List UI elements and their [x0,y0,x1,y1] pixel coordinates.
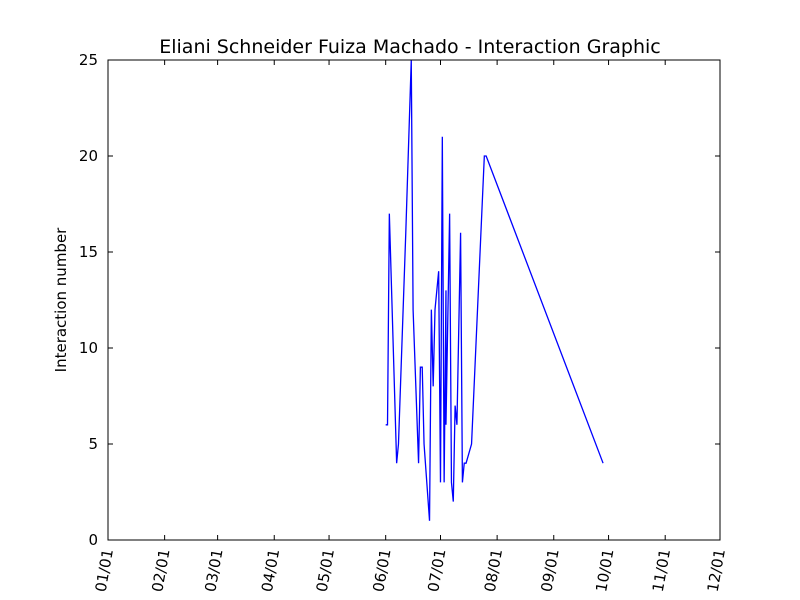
plot-area: 0 5 10 15 20 25 01/01 02/01 03/01 04/01 05/01 06/01… [79,51,729,593]
x-tick-label: 01/01 [92,548,117,594]
series-line-0 [385,59,604,521]
x-tick-label: 10/01 [592,548,617,594]
x-tick-label: 06/01 [369,548,394,594]
x-tick-label: 04/01 [258,548,283,594]
y-tick-label: 0 [88,531,98,549]
x-tick-label: 12/01 [704,548,729,594]
x-tick-label: 03/01 [201,548,226,594]
y-tick-label: 25 [79,51,98,69]
chart-title: Eliani Schneider Fuiza Machado - Interac… [159,36,661,58]
plot-frame [107,59,721,541]
y-tick-label: 15 [79,243,98,261]
y-tick-label: 20 [79,147,98,165]
y-tick-label: 5 [88,435,98,453]
y-tick-label: 10 [79,339,98,357]
y-axis-label: Interaction number [52,227,70,373]
x-tick-label: 07/01 [424,548,449,594]
x-tick-label: 11/01 [649,548,674,594]
x-tick-label: 08/01 [481,548,506,594]
x-tick-label: 09/01 [537,548,562,594]
x-tick-label: 05/01 [313,548,338,594]
x-tick-label: 02/01 [148,548,173,594]
